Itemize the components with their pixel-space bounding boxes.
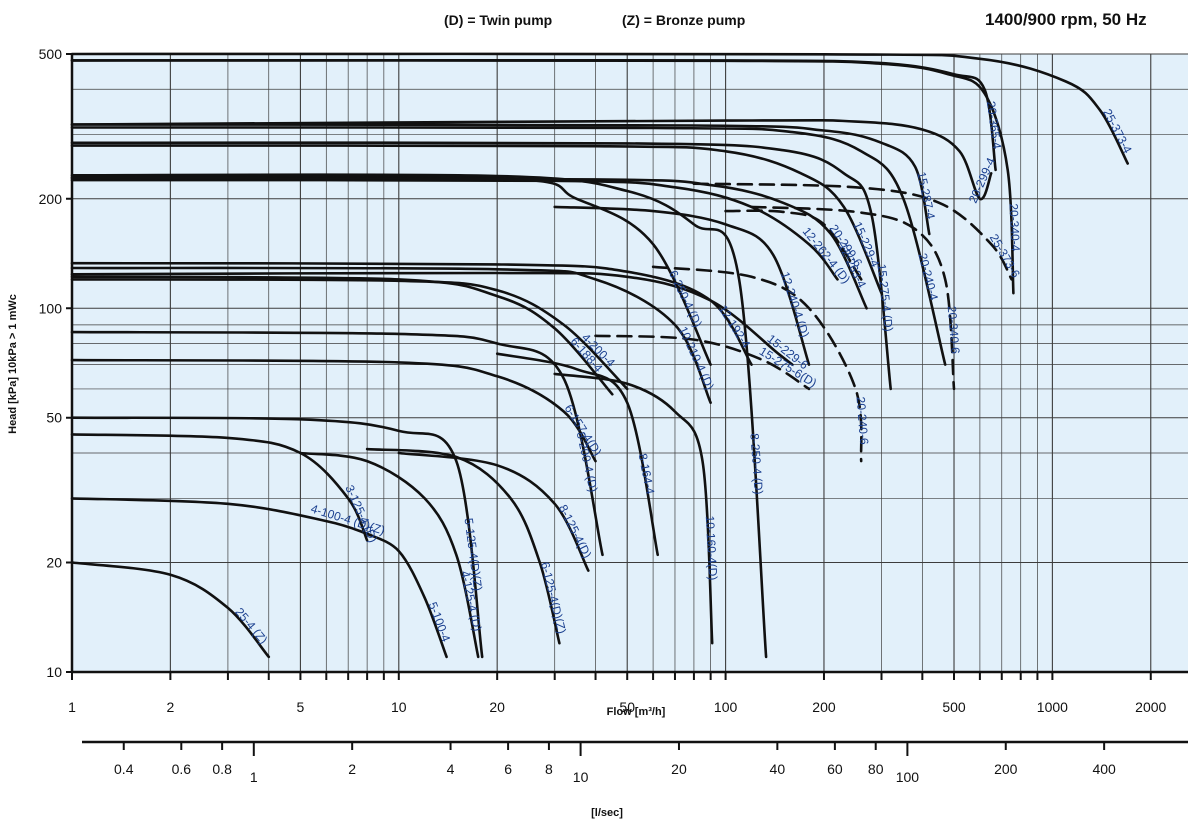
secondary-tick-label: 100 xyxy=(896,769,920,785)
secondary-tick-label: 2 xyxy=(348,761,356,777)
y-tick-label: 500 xyxy=(39,46,63,62)
secondary-tick-label: 40 xyxy=(770,761,786,777)
y-tick-label: 10 xyxy=(46,664,62,680)
y-tick-label: 50 xyxy=(46,410,62,426)
secondary-tick-label: 0.6 xyxy=(172,761,192,777)
pump-curve xyxy=(594,334,811,391)
speed-note: 1400/900 rpm, 50 Hz xyxy=(985,10,1147,29)
pump-curve xyxy=(692,182,1013,281)
secondary-axis: 0.4 0.6 0.8 1 2 4 6 8 10 20 40 60 80 100 200 400 xyxy=(82,740,1188,785)
secondary-tick-label: 20 xyxy=(671,761,687,777)
x-tick-label: 20 xyxy=(489,699,505,715)
pump-curve xyxy=(750,205,956,391)
pump-curve xyxy=(397,451,590,572)
secondary-tick-label: 60 xyxy=(827,761,843,777)
pump-curve xyxy=(70,358,597,463)
pump-curve xyxy=(70,141,892,391)
curve-label: 20-340-4 xyxy=(1006,203,1022,252)
pump-curve xyxy=(299,451,480,659)
pump-curve xyxy=(495,352,659,557)
secondary-tick-label: 80 xyxy=(868,761,884,777)
legend-note-bronze: (Z) = Bronze pump xyxy=(622,12,746,28)
curve-label: 10-160-4(D) xyxy=(703,515,720,580)
secondary-tick-label: 200 xyxy=(994,761,1018,777)
pump-curve xyxy=(553,205,811,366)
x-tick-label: 10 xyxy=(391,699,407,715)
secondary-tick-label: 1 xyxy=(250,769,258,785)
pump-curve xyxy=(70,126,947,366)
secondary-tick-label: 6 xyxy=(504,761,512,777)
pump-curve xyxy=(70,271,794,366)
pump-curve xyxy=(70,119,993,201)
pump-curve xyxy=(70,497,369,535)
pump-curve xyxy=(70,275,614,396)
x-tick-label: 2 xyxy=(166,699,174,715)
pump-curve xyxy=(70,178,839,281)
pump-curve xyxy=(70,416,484,659)
pump-curve xyxy=(365,532,448,659)
pump-curve xyxy=(365,447,561,645)
secondary-tick-label: 8 xyxy=(545,761,553,777)
axes: 10 20 50 100 200 500 1 2 5 10 20 50 100 200 500 1000 200… xyxy=(39,46,1188,715)
x-tick-label: 50 xyxy=(619,699,635,715)
x-tick-label: 100 xyxy=(714,699,738,715)
y-axis-title: Head [kPa] 10kPa > 1 mWc xyxy=(7,294,19,434)
pump-curve xyxy=(70,52,1129,165)
pump-curve xyxy=(70,330,604,557)
pump-curve xyxy=(70,561,271,659)
pump-curve xyxy=(70,175,712,366)
x-tick-label: 2000 xyxy=(1135,699,1166,715)
legend-note-twin: (D) = Twin pump xyxy=(444,12,553,28)
x-axis-title: Flow [m³/h] xyxy=(607,706,666,718)
y-tick-label: 200 xyxy=(39,191,63,207)
pump-curve xyxy=(70,433,369,542)
x-tick-label: 200 xyxy=(812,699,836,715)
curves xyxy=(70,52,1129,659)
y-tick-label: 20 xyxy=(46,555,62,571)
secondary-tick-label: 0.4 xyxy=(114,761,134,777)
x-tick-label: 500 xyxy=(942,699,966,715)
pump-curve xyxy=(70,123,931,236)
curve-label: 8-250-4 (D) xyxy=(747,433,765,495)
pump-curve xyxy=(651,265,863,463)
curve-label: 20-340-6 xyxy=(945,305,963,354)
x-tick-label: 1000 xyxy=(1037,699,1068,715)
secondary-tick-label: 4 xyxy=(447,761,455,777)
secondary-tick-label: 400 xyxy=(1092,761,1116,777)
pump-curve xyxy=(724,209,863,281)
pump-curve xyxy=(553,372,714,645)
y-tick-label: 100 xyxy=(39,300,63,316)
curve-label: 20-240-6 xyxy=(854,396,872,445)
pump-curve xyxy=(70,58,997,172)
x-tick-label: 5 xyxy=(297,699,305,715)
pump-curve xyxy=(70,278,629,391)
secondary-x-axis-title: [l/sec] xyxy=(591,807,623,819)
x-tick-label: 1 xyxy=(68,699,76,715)
pump-curve xyxy=(70,173,768,659)
secondary-tick-label: 0.8 xyxy=(212,761,232,777)
curve-label: 20-365-4 xyxy=(984,100,1004,150)
secondary-tick-label: 10 xyxy=(573,769,589,785)
pump-curve xyxy=(70,144,883,295)
